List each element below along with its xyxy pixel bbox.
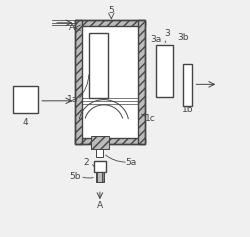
Bar <box>96 172 104 182</box>
Text: 1c: 1c <box>144 114 155 123</box>
Text: 3b: 3b <box>178 33 189 42</box>
Bar <box>96 149 103 157</box>
Text: 2: 2 <box>84 158 89 167</box>
Bar <box>184 64 192 105</box>
Text: 3: 3 <box>164 29 170 38</box>
Bar <box>13 86 38 113</box>
Text: A: A <box>97 201 103 210</box>
Bar <box>89 32 108 98</box>
Bar <box>75 19 82 144</box>
Bar <box>138 19 145 144</box>
Bar <box>94 161 106 172</box>
Text: 1b: 1b <box>182 105 194 114</box>
Bar <box>92 136 109 149</box>
Text: 5b: 5b <box>70 172 81 181</box>
Bar <box>75 19 145 144</box>
Text: 5: 5 <box>108 6 114 15</box>
Text: 3a: 3a <box>150 35 162 44</box>
Text: 5a: 5a <box>125 158 136 167</box>
Text: 4: 4 <box>22 118 28 127</box>
Text: 1a: 1a <box>67 95 78 104</box>
Bar <box>75 19 145 26</box>
Bar <box>75 138 145 144</box>
Bar <box>82 26 138 138</box>
Bar <box>156 46 174 97</box>
Text: A: A <box>68 23 74 32</box>
